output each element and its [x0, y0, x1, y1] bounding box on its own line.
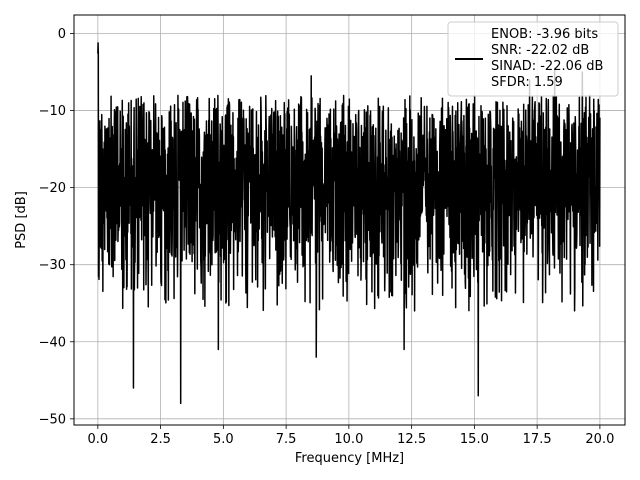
x-tick-label: 12.5: [397, 432, 426, 447]
y-tick-label: −20: [39, 181, 66, 196]
legend-sfdr: SFDR: 1.59: [491, 75, 563, 90]
psd-series-line: [97, 42, 601, 405]
x-axis-label: Frequency [MHz]: [295, 451, 404, 466]
y-tick-label: −50: [39, 412, 66, 427]
series-layer: [97, 42, 601, 405]
x-tick-label: 2.5: [150, 432, 171, 447]
x-tick-label: 0.0: [88, 432, 109, 447]
x-tick-label: 17.5: [523, 432, 552, 447]
x-tick-label: 7.5: [276, 432, 297, 447]
x-tick-label: 10.0: [334, 432, 363, 447]
y-axis-label: PSD [dB]: [14, 191, 29, 249]
y-tick-label: −40: [39, 335, 66, 350]
ticks: 0.0 2.5 5.0 7.5 10.0 12.5 15.0 17.5 20.0 0 −10 −20 −…: [39, 27, 615, 447]
y-tick-label: 0: [58, 27, 66, 42]
axes-frame: [73, 14, 626, 426]
x-tick-label: 5.0: [213, 432, 234, 447]
y-tick-label: −10: [39, 104, 66, 119]
legend: ENOB: -3.96 bits SNR: -22.02 dB SINAD: -…: [447, 21, 619, 97]
legend-snr: SNR: -22.02 dB: [491, 43, 589, 58]
legend-box: [447, 21, 619, 97]
legend-enob: ENOB: -3.96 bits: [491, 27, 598, 42]
x-tick-label: 15.0: [460, 432, 489, 447]
legend-sinad: SINAD: -22.06 dB: [491, 59, 603, 74]
x-tick-label: 20.0: [585, 432, 614, 447]
y-tick-label: −30: [39, 258, 66, 273]
